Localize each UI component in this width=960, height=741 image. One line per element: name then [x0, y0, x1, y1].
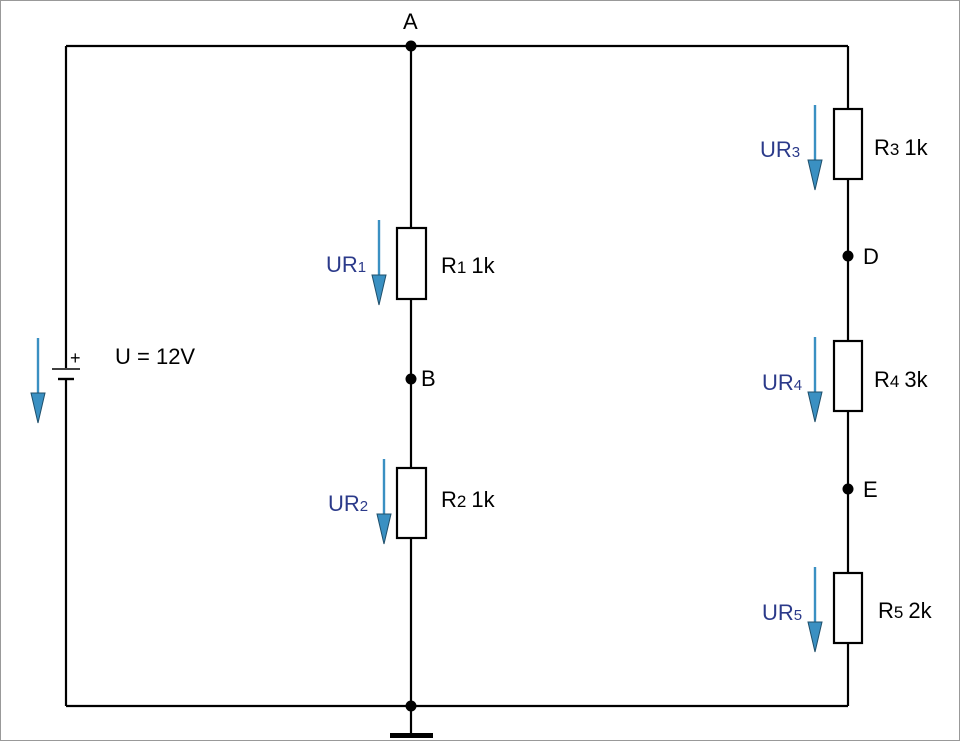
r1-value: 1k [471, 253, 495, 278]
ur4-subscript: 4 [794, 377, 802, 394]
resistor-r3 [832, 107, 864, 181]
ur5-main: UR [762, 600, 794, 625]
r1-subscript: 1 [457, 258, 466, 277]
battery-icon [52, 368, 80, 381]
ur3-subscript: 3 [792, 144, 800, 161]
ur4-label: UR4 [762, 370, 802, 395]
r3-subscript: 3 [890, 140, 899, 159]
r2-subscript: 2 [457, 492, 466, 511]
ur1-arrow-icon [371, 220, 387, 306]
voltage-arrows [30, 105, 823, 653]
r1-label: R1 1k [441, 253, 496, 278]
ur2-main: UR [328, 491, 360, 516]
ur1-subscript: 1 [358, 259, 366, 276]
r2-value: 1k [471, 487, 495, 512]
ur5-arrow-icon [807, 567, 823, 653]
ur2-label: UR2 [328, 491, 368, 516]
node-b-label: B [421, 366, 436, 391]
node-d-label: D [863, 244, 879, 269]
r5-label: R5 2k [878, 598, 933, 623]
wires [64, 44, 850, 734]
r5-value: 2k [908, 598, 932, 623]
node-e-label: E [863, 477, 878, 502]
r3-value: 1k [904, 135, 928, 160]
node-e-dot [842, 483, 854, 495]
battery-plus-sign: + [70, 348, 81, 368]
ground-node-dot [405, 700, 417, 712]
ur2-arrow-icon [376, 459, 392, 545]
ur1-label: UR1 [326, 252, 366, 277]
node-a-dot [405, 40, 417, 52]
ur5-label: UR5 [762, 600, 802, 625]
r5-subscript: 5 [894, 603, 903, 622]
node-a-label: A [403, 9, 418, 34]
r5-letter: R [878, 598, 894, 623]
ur3-arrow-icon [807, 105, 823, 191]
resistor-r1 [395, 226, 428, 301]
r1-letter: R [441, 253, 457, 278]
r4-subscript: 4 [890, 372, 899, 391]
resistor-r4 [832, 339, 864, 413]
source-voltage-label: U = 12V [115, 344, 195, 369]
ur-labels: UR1 UR2 UR3 UR4 UR5 [326, 137, 802, 625]
r2-letter: R [441, 487, 457, 512]
ur-source-arrow-icon [30, 338, 46, 424]
ur4-main: UR [762, 370, 794, 395]
ur2-subscript: 2 [360, 498, 368, 515]
r4-label: R4 3k [874, 367, 929, 392]
r4-letter: R [874, 367, 890, 392]
ur4-arrow-icon [807, 337, 823, 423]
ur1-main: UR [326, 252, 358, 277]
r2-label: R2 1k [441, 487, 496, 512]
ground-icon [390, 733, 433, 738]
node-b-dot [405, 373, 417, 385]
resistor-r5 [832, 571, 864, 645]
ur5-subscript: 5 [794, 607, 802, 624]
r4-value: 3k [904, 367, 928, 392]
r3-letter: R [874, 135, 890, 160]
resistor-r2 [395, 466, 428, 540]
ur3-label: UR3 [760, 137, 800, 162]
r3-label: R3 1k [874, 135, 929, 160]
ur3-main: UR [760, 137, 792, 162]
node-d-dot [842, 250, 854, 262]
